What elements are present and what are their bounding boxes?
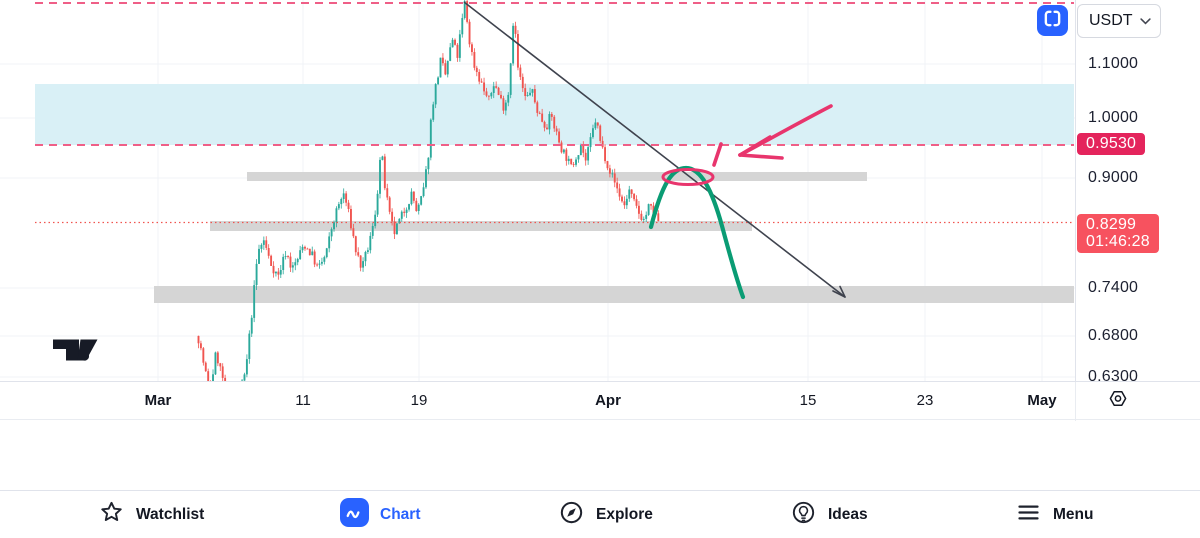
nav-label: Watchlist [136,506,205,523]
time-scale-label: 11 [295,392,311,409]
price-axis[interactable]: 1.1000 1.0000 0.9530 0.9000 0.8299 01:46:28 0.… [1075,0,1200,385]
annotation-arrow [712,142,723,167]
chart-chip-icon [340,498,369,532]
gray-zone [210,221,752,231]
currency-value: USDT [1089,12,1133,29]
trend-line [463,1,846,298]
time-scale-label: 19 [410,392,428,409]
idea-circle-icon [790,499,817,531]
annotation-arrow [738,135,772,157]
fullscreen-button[interactable] [1037,5,1068,36]
currency-select[interactable]: USDT [1077,4,1161,38]
nav-item-menu[interactable]: Menu [1015,491,1093,538]
axis-settings-icon[interactable] [1106,387,1130,416]
price-scale-label: 0.6800 [1088,327,1139,344]
nav-label: Chart [380,506,421,523]
time-scale-label: 23 [916,392,934,409]
gray-zone [247,172,867,181]
alert-price-badge[interactable]: 0.9530 [1077,133,1146,155]
blue-zone [35,84,1074,145]
price-scale-label: 0.6300 [1088,368,1139,385]
annotation-arrow [738,153,784,160]
time-scale-label: Apr [595,392,621,409]
nav-label: Explore [596,506,653,523]
price-scale-label: 0.9000 [1088,169,1139,186]
chevron-down-icon [1140,12,1151,30]
chart-toolbar: TRVLUSDT2hFTMUSDT4hONEUSDT1Dƒ [0,420,1200,490]
trend-line-arrowhead [832,290,846,298]
time-scale-label: May [1027,392,1057,409]
price-scale-label: 1.1000 [1088,55,1139,72]
nav-item-explore[interactable]: Explore [558,491,653,538]
bottom-navigation: Watchlist Chart Explore Ideas Menu [0,490,1200,538]
nav-label: Ideas [828,506,868,523]
compass-icon [558,499,585,531]
nav-item-watchlist[interactable]: Watchlist [98,491,204,538]
projection-curve [648,165,746,300]
nav-item-ideas[interactable]: Ideas [790,491,868,538]
price-scale-label: 0.7400 [1088,279,1139,296]
axis-separator [1075,382,1076,421]
trend-line-arrowhead [839,285,846,298]
star-icon [98,499,125,531]
candlesticks [197,0,660,381]
time-scale-label: Mar [144,392,172,409]
menu-icon [1015,499,1042,531]
highlight-ellipse [661,168,715,186]
fullscreen-brackets-icon [1042,8,1063,34]
time-axis[interactable]: Mar 11 19 Apr 15 23 May [0,381,1200,421]
price-scale-label: 1.0000 [1088,109,1139,126]
tradingview-logo [53,339,98,361]
gray-zone [154,286,1074,303]
time-scale-label: 15 [799,392,817,409]
nav-item-chart[interactable]: Chart [340,491,420,538]
nav-label: Menu [1053,506,1094,523]
chart-canvas[interactable] [0,0,1075,381]
current-price-badge[interactable]: 0.8299 01:46:28 [1077,214,1159,253]
